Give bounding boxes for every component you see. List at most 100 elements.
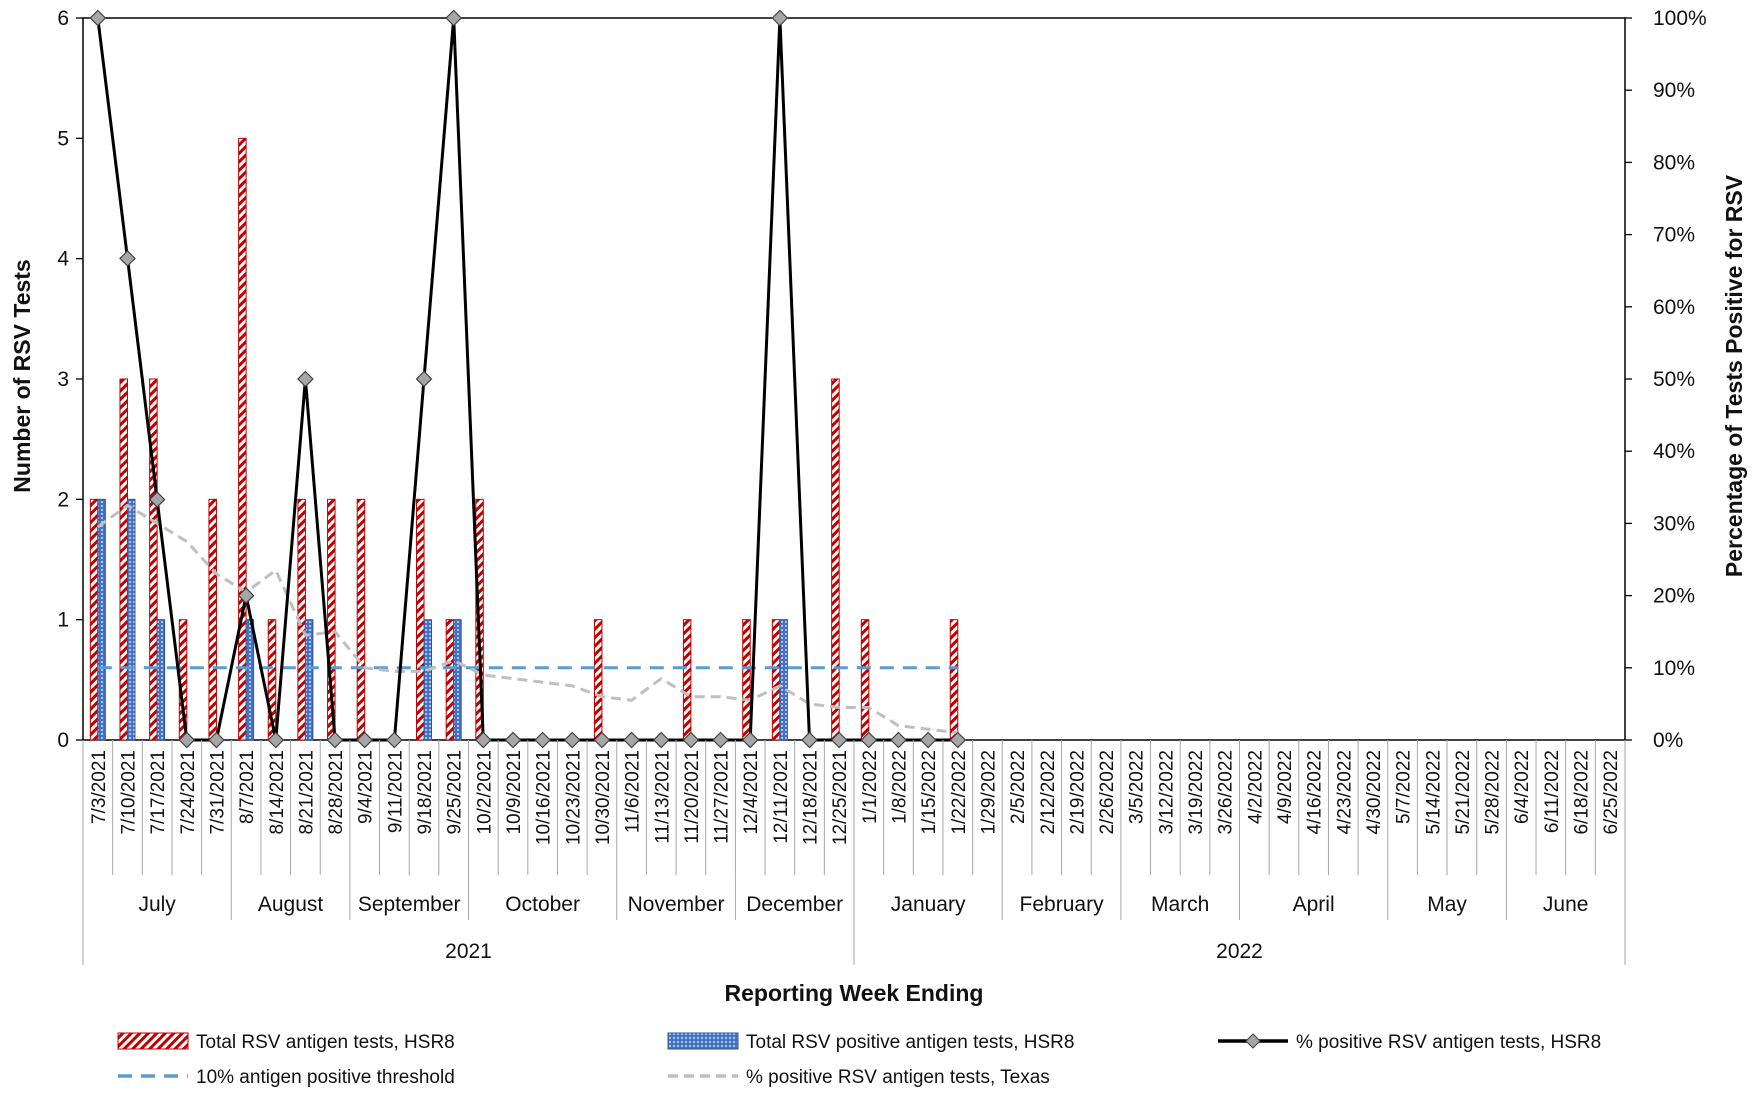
y-right-tick-label: 90% (1653, 79, 1695, 102)
bar-total-tests (742, 619, 751, 741)
x-tick-label: 5/21/2022 (1453, 750, 1474, 835)
legend: Total RSV antigen tests, HSR8 Total RSV p… (117, 1032, 1601, 1088)
point-hsr8-percent (386, 731, 403, 749)
point-hsr8-percent (593, 731, 611, 749)
lines-layer (89, 9, 967, 749)
point-hsr8-percent (326, 731, 344, 749)
bar-total-tests (356, 498, 366, 741)
point-hsr8-percent (267, 731, 285, 749)
x-tick-label: 3/5/2022 (1127, 750, 1148, 824)
legend-label: Total RSV antigen tests, HSR8 (196, 1032, 455, 1053)
legend-swatch (117, 1032, 189, 1050)
x-tick-label: 7/10/2021 (118, 750, 139, 835)
month-label: December (746, 893, 843, 916)
x-tick-label: 1/22/2022 (949, 750, 970, 835)
x-tick-label: 1/8/2022 (889, 750, 910, 824)
bars-layer (89, 137, 959, 741)
month-label: May (1427, 893, 1467, 916)
x-tick-label: 7/31/2021 (207, 750, 228, 835)
y-right-tick-label: 50% (1653, 368, 1695, 391)
x-tick-label: 8/7/2021 (237, 750, 258, 824)
point-hsr8-percent (890, 731, 907, 749)
point-hsr8-percent (830, 731, 848, 749)
bar-total-tests (445, 619, 455, 741)
x-tick-label: 8/21/2021 (296, 750, 317, 835)
y-left-tick-label: 6 (57, 7, 69, 30)
bar-positive-tests (304, 619, 314, 741)
bar-total-tests (949, 619, 959, 741)
month-label: April (1293, 893, 1335, 916)
point-hsr8-percent (474, 731, 492, 749)
x-tick-label: 5/28/2022 (1483, 750, 1504, 835)
bar-positive-tests (453, 619, 462, 741)
x-tick-label: 4/2/2022 (1245, 750, 1266, 824)
month-label: September (358, 893, 461, 916)
bar-positive-tests (423, 619, 433, 741)
x-tick-label: 12/4/2021 (741, 750, 762, 835)
point-hsr8-percent (860, 731, 878, 749)
x-tick-label: 7/17/2021 (148, 750, 169, 835)
bar-total-tests (831, 378, 840, 741)
x-tick-label: 7/24/2021 (178, 750, 199, 835)
bar-positive-tests (97, 498, 106, 741)
y-right-tick-label: 40% (1653, 440, 1695, 463)
bar-total-tests (771, 619, 781, 741)
line-texas-percent (96, 503, 958, 735)
legend-item-texas-percent: % positive RSV antigen tests, Texas (668, 1067, 1050, 1088)
y-left-tick-label: 0 (57, 729, 69, 752)
x-tick-label: 4/23/2022 (1334, 750, 1355, 835)
y-right-tick-label: 70% (1653, 224, 1695, 247)
month-label: June (1543, 893, 1589, 916)
x-axis-layer: 7/3/2021 7/10/2021 7/17/2021 7/24/2021 7/31/… (82, 740, 1626, 965)
x-tick-label: 1/1/2022 (860, 750, 881, 824)
point-hsr8-percent (652, 731, 670, 749)
point-hsr8-percent (563, 731, 581, 749)
x-tick-label: 8/28/2021 (326, 750, 347, 835)
x-tick-label: 12/11/2021 (771, 750, 792, 844)
legend-swatch-marker (1245, 1033, 1261, 1049)
x-tick-label: 1/15/2022 (919, 750, 940, 835)
point-hsr8-percent (208, 731, 225, 749)
y-right-tick-label: 10% (1653, 657, 1695, 680)
x-tick-label: 2/26/2022 (1097, 750, 1118, 835)
point-hsr8-percent (504, 731, 522, 749)
x-tick-label: 6/25/2022 (1601, 750, 1622, 835)
legend-label: % positive RSV antigen tests, HSR8 (1296, 1032, 1601, 1053)
month-label: October (505, 893, 580, 916)
x-tick-label: 11/13/2021 (652, 750, 673, 844)
bar-total-tests (416, 498, 425, 741)
point-hsr8-percent (801, 731, 818, 749)
point-hsr8-percent (415, 370, 433, 388)
bar-total-tests (860, 619, 870, 741)
x-tick-label: 9/18/2021 (415, 750, 436, 835)
point-hsr8-percent (919, 731, 937, 749)
legend-item-positive-tests: Total RSV positive antigen tests, HSR8 (667, 1032, 1074, 1053)
bar-total-tests (593, 619, 603, 741)
bar-positive-tests (245, 619, 255, 741)
bar-total-tests (119, 378, 128, 741)
x-tick-label: 4/9/2022 (1275, 750, 1296, 824)
month-label: January (891, 893, 966, 916)
y-left-tick-label: 4 (57, 248, 69, 271)
y-left-tick-label: 3 (57, 368, 69, 391)
point-hsr8-percent (771, 9, 789, 27)
x-tick-label: 7/3/2021 (89, 750, 110, 824)
legend-item-hsr8-percent: % positive RSV antigen tests, HSR8 (1218, 1032, 1601, 1053)
x-tick-label: 3/12/2022 (1156, 750, 1177, 835)
x-tick-label: 9/11/2021 (385, 750, 406, 833)
year-label: 2022 (1216, 940, 1263, 963)
bar-total-tests (682, 619, 692, 741)
legend-label: Total RSV positive antigen tests, HSR8 (746, 1032, 1074, 1053)
legend-item-total-tests: Total RSV antigen tests, HSR8 (117, 1032, 455, 1053)
x-tick-label: 9/25/2021 (445, 750, 466, 835)
x-tick-label: 8/14/2021 (267, 750, 288, 835)
x-tick-label: 11/27/2021 (712, 750, 733, 844)
x-tick-label: 3/26/2022 (1216, 750, 1237, 835)
line-hsr8-percent (96, 16, 958, 742)
bar-total-tests (208, 498, 217, 741)
point-hsr8-percent (445, 9, 463, 27)
point-hsr8-percent (623, 731, 640, 749)
month-label: March (1151, 893, 1209, 916)
